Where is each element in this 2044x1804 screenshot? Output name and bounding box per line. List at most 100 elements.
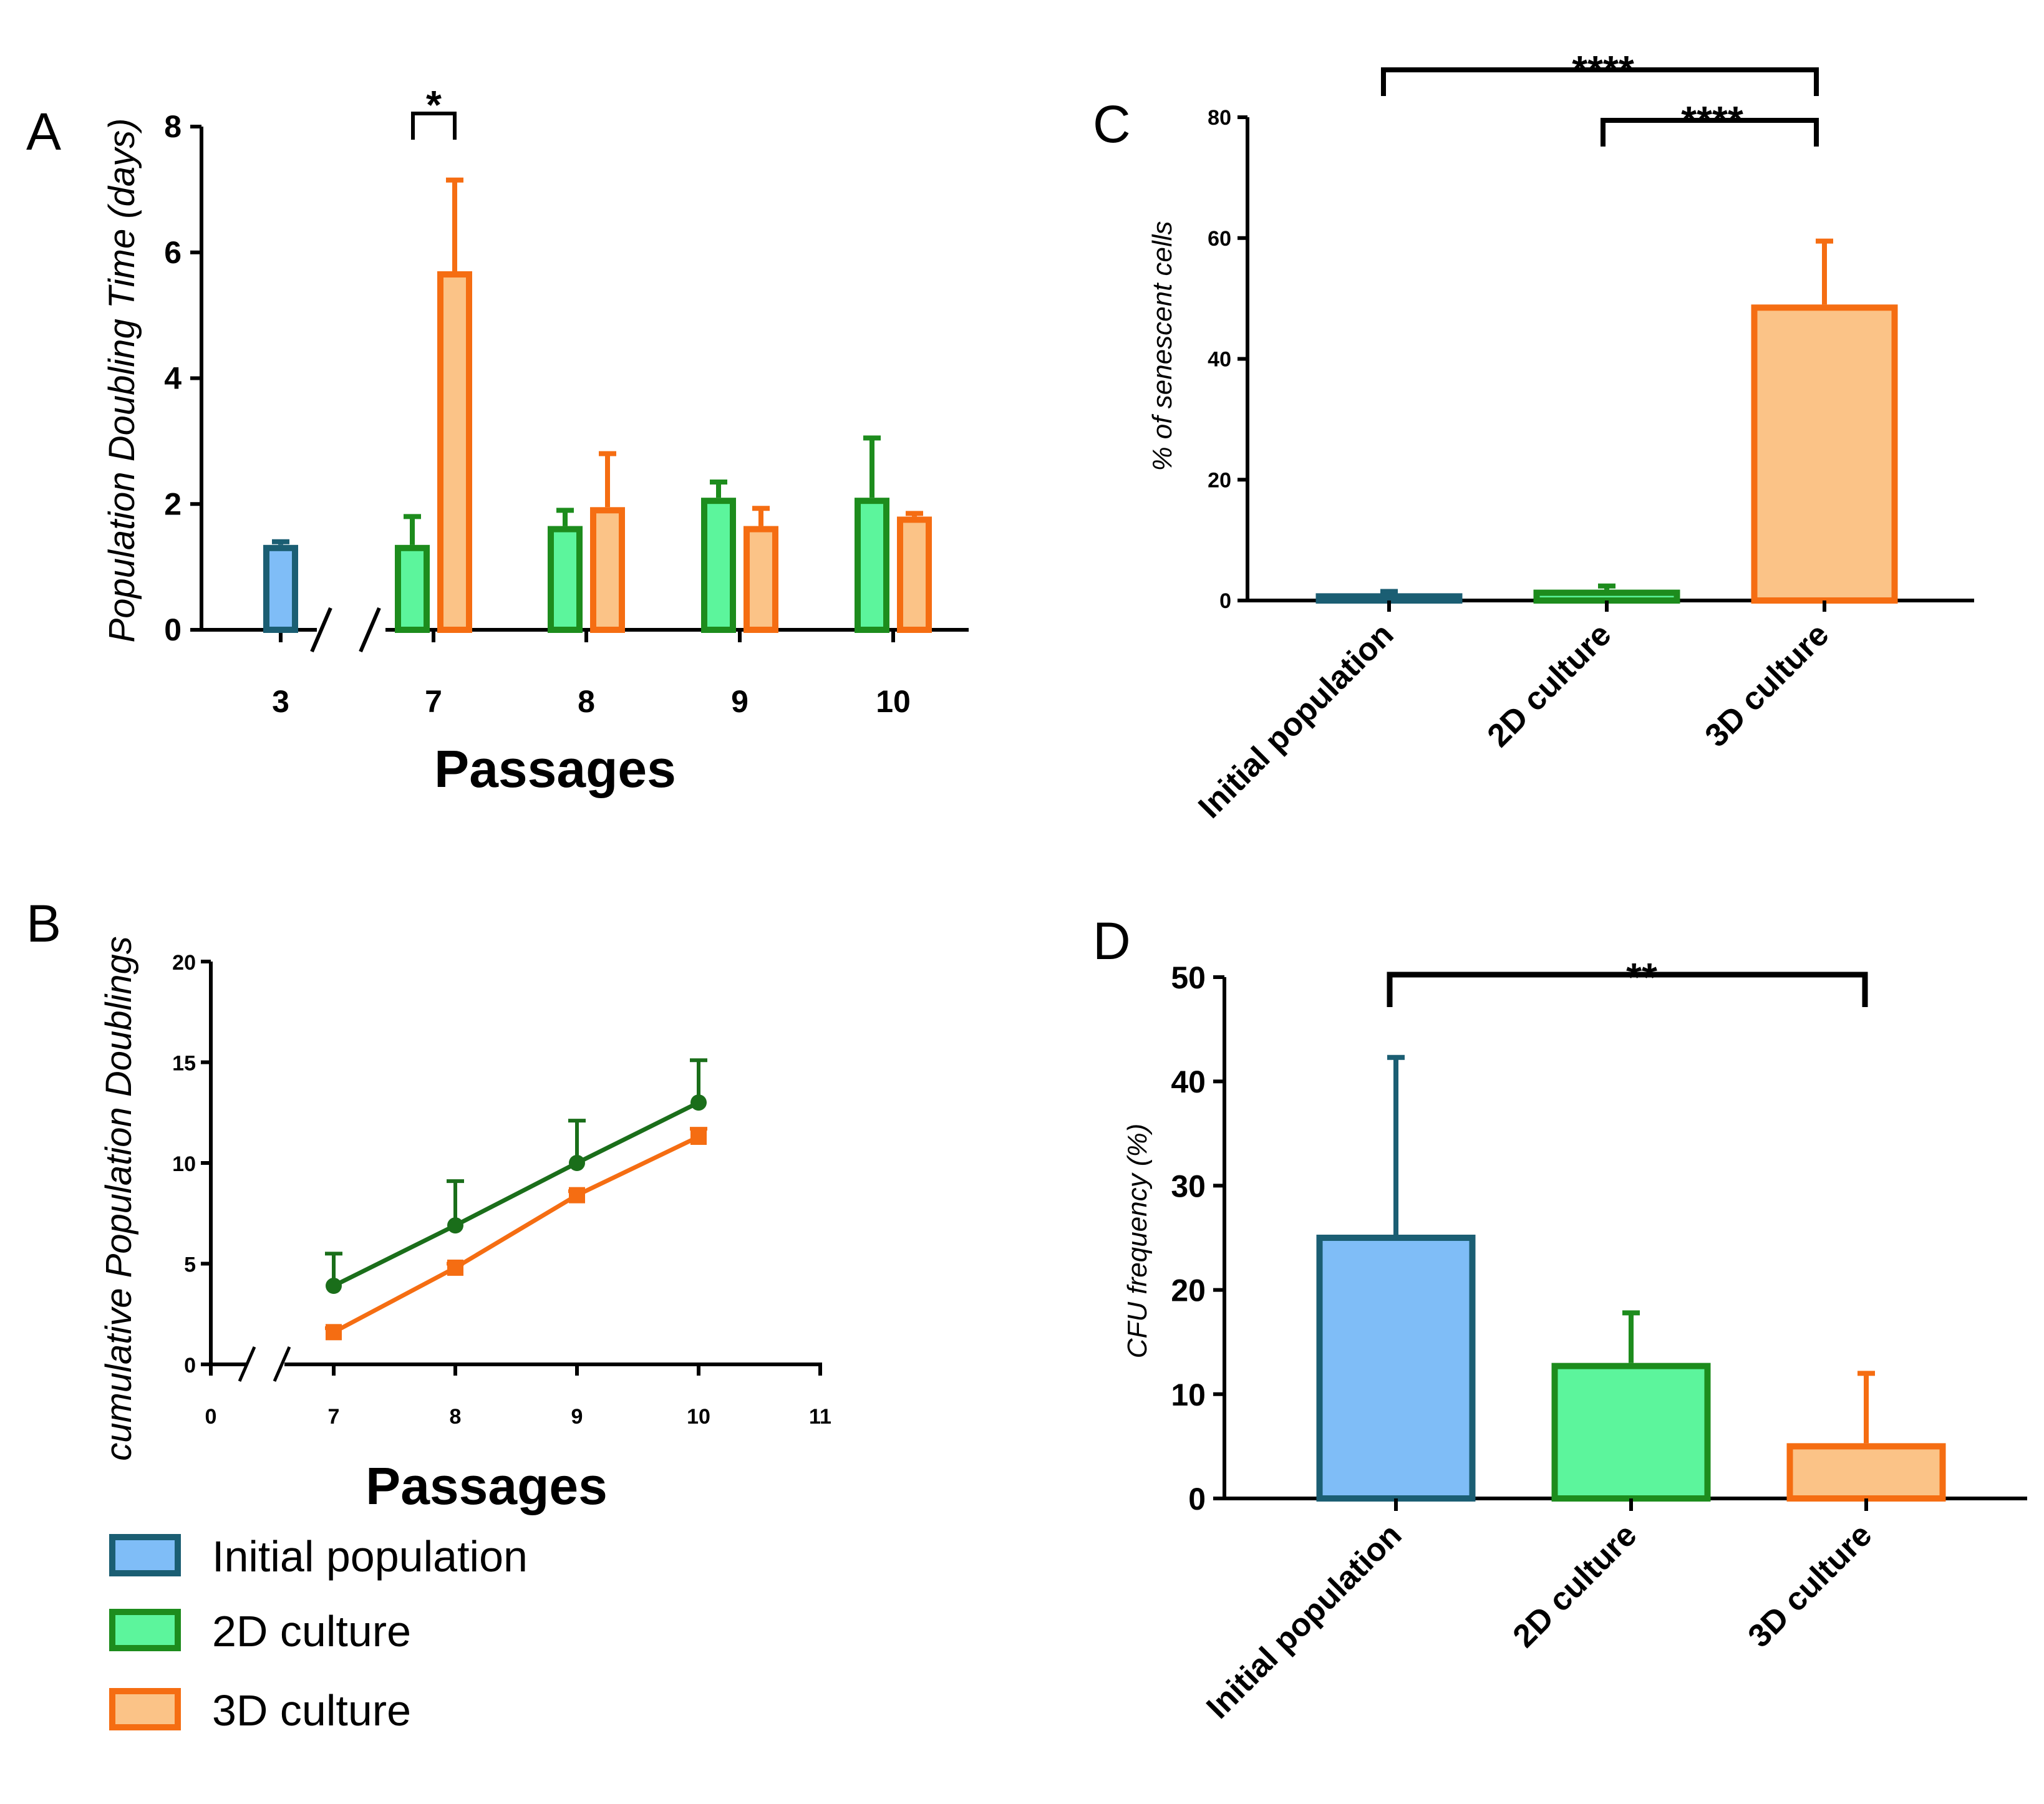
panel-b-x-tick-label: 11 <box>809 1405 831 1429</box>
panel-a-bar-2d-culture-p10 <box>855 498 889 633</box>
panel-b-point-2d-culture <box>326 1278 342 1295</box>
panel-c-chart: 0 20 40 60 80 Initial population 2D culture 3D … <box>1191 47 1974 826</box>
panel-b-point-2d-culture <box>690 1094 707 1111</box>
legend-swatch-2d <box>109 1609 181 1651</box>
panel-c-bar-2d-culture <box>1533 589 1680 604</box>
panel-b-y-title: cumulative Population Doublings <box>99 936 139 1461</box>
panel-a-bar-2d-culture-p9 <box>701 498 736 633</box>
panel-d-chart: 0 10 20 30 40 50 Initial population 2D culture 3… <box>1171 955 2027 1726</box>
panel-a-y-tick-label: 2 <box>164 486 182 521</box>
panel-b-line-2d-culture <box>332 1100 700 1288</box>
panel-c-y-tick-label: 80 <box>1208 106 1231 130</box>
panel-letter-c: C <box>1093 95 1131 153</box>
legend-label-2d: 2D culture <box>212 1607 411 1656</box>
panel-d-significance-bracket <box>1387 972 1868 1007</box>
panel-b-line-3d-culture <box>332 1134 700 1334</box>
panel-a-y-tick-label: 6 <box>164 235 182 270</box>
panel-a-axes <box>200 127 969 632</box>
panel-c-y-tick-label: 60 <box>1208 227 1231 251</box>
panel-a-x-tick-label: 3 <box>272 684 289 719</box>
panel-d-y-title: CFU frequency (%) <box>1122 1124 1153 1359</box>
panel-c-significance-label: **** <box>1681 98 1743 143</box>
panel-a-x-tick-label: 7 <box>425 684 442 719</box>
panel-b-point-2d-culture <box>447 1217 463 1234</box>
panel-a-bar-3d-culture-p10 <box>897 516 932 633</box>
panel-c-y-tick-label: 0 <box>1219 589 1231 613</box>
panel-a-bar-3d-culture-p9 <box>743 526 778 634</box>
panel-b-point-3d-culture <box>690 1129 707 1146</box>
panel-d-x-tick-label: 3D culture <box>1741 1517 1879 1654</box>
panel-a-axis-break-mark <box>359 607 381 653</box>
panel-a-x-tick-label: 8 <box>578 684 595 719</box>
legend-swatch-3d <box>109 1688 181 1730</box>
panel-letter-b: B <box>26 894 61 953</box>
panel-a-bar-2d-culture-p8 <box>548 526 583 634</box>
panel-c-y-title: % of senescent cells <box>1147 221 1178 471</box>
panel-b-point-3d-culture <box>326 1324 342 1341</box>
panel-a-y-tick-label: 8 <box>164 109 182 144</box>
panel-d-y-tick-label: 0 <box>1188 1482 1206 1517</box>
panel-a-axis-break-gap <box>317 621 385 639</box>
panel-d-bar-2d-culture <box>1551 1363 1711 1502</box>
panel-a-bar-3d-culture-p8 <box>590 507 625 634</box>
panel-d-x-tick-label: 2D culture <box>1506 1517 1644 1654</box>
panel-d-y-tick-label: 50 <box>1171 960 1206 995</box>
panel-a-significance-label: * <box>426 82 442 127</box>
panel-letter-a: A <box>26 102 61 161</box>
panel-b-x-tick-label: 7 <box>328 1405 340 1429</box>
panel-b-x-tick-label: 8 <box>450 1405 462 1429</box>
legend-swatch-initial <box>109 1534 181 1576</box>
panel-d-bar-3d-culture <box>1786 1443 1946 1502</box>
panel-c-significance-bracket <box>1381 67 1819 96</box>
panel-b-x-tick-label: 0 <box>205 1405 217 1429</box>
panel-d-y-tick-label: 20 <box>1171 1273 1206 1308</box>
panel-a-x-title: Passages <box>434 740 676 798</box>
panel-a-chart: 0 2 4 6 8 3 7 8 9 10 * <box>164 82 969 719</box>
legend-label-3d: 3D culture <box>212 1686 411 1735</box>
legend: Initial population 2D culture 3D culture <box>109 1532 528 1735</box>
panel-b-y-tick-label: 0 <box>184 1354 196 1377</box>
panel-b-axis-break-mark <box>273 1346 291 1382</box>
panel-c-y-tick-label: 40 <box>1208 348 1231 372</box>
panel-b-y-tick-label: 5 <box>184 1253 196 1277</box>
panel-d-x-tick-label: Initial population <box>1199 1517 1408 1725</box>
panel-b-x-title: Passages <box>366 1457 608 1515</box>
panel-a-bar-initial-population-p3 <box>263 544 298 633</box>
panel-b-chart: 0 5 10 15 20 0 7 8 9 10 11 <box>172 951 831 1429</box>
panel-a-axis-break-mark <box>310 607 332 653</box>
panel-b-point-2d-culture <box>569 1155 585 1171</box>
panel-letter-d: D <box>1093 912 1131 970</box>
panel-a-bar-3d-culture-p7 <box>437 271 472 633</box>
panel-a-x-tick-label: 9 <box>731 684 748 719</box>
panel-a-y-tick-label: 4 <box>164 361 182 396</box>
panel-b-y-tick-label: 10 <box>172 1152 196 1176</box>
panel-b-x-tick-label: 10 <box>687 1405 710 1429</box>
panel-c-significance-bracket <box>1601 118 1819 147</box>
panel-b-y-tick-label: 20 <box>172 951 196 975</box>
panel-a-y-tick-label: 0 <box>164 612 182 647</box>
panel-b-y-tick-label: 15 <box>172 1052 196 1076</box>
legend-label-initial: Initial population <box>212 1532 528 1581</box>
panel-d-y-tick-label: 30 <box>1171 1169 1206 1203</box>
panel-b-axes <box>209 962 822 1366</box>
panel-c-bar-3d-culture <box>1751 304 1898 604</box>
panel-c-significance-label: **** <box>1572 47 1634 92</box>
panel-a-bar-2d-culture-p7 <box>395 544 430 633</box>
panel-d-y-tick-label: 40 <box>1171 1064 1206 1099</box>
panel-c-x-tick-label: 2D culture <box>1481 616 1619 754</box>
panel-a-significance-bracket <box>411 112 457 140</box>
panel-c-bar-initial-population <box>1315 593 1463 604</box>
panel-d-y-tick-label: 10 <box>1171 1377 1206 1412</box>
panel-b-point-3d-culture <box>447 1259 463 1276</box>
panel-b-axis-break-mark <box>238 1346 256 1382</box>
panel-b-x-tick-label: 9 <box>571 1405 583 1429</box>
panel-c-y-tick-label: 20 <box>1208 468 1231 492</box>
panel-a-x-tick-label: 10 <box>876 684 911 719</box>
panel-d-significance-label: ** <box>1626 955 1657 1000</box>
panel-a-y-title: Population Doubling Time (days) <box>102 118 142 643</box>
panel-d-bar-initial-population <box>1316 1234 1476 1502</box>
panel-c-x-tick-label: Initial population <box>1191 616 1400 825</box>
panel-c-x-tick-label: 3D culture <box>1698 616 1836 754</box>
panel-b-point-3d-culture <box>569 1187 585 1203</box>
